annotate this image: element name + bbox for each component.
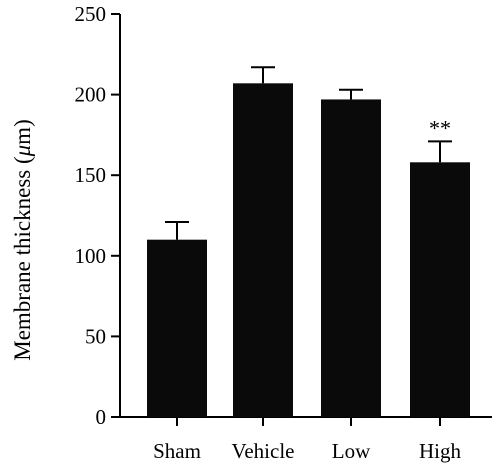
y-tick-label-200: 200 <box>75 83 107 107</box>
y-tick-label-250: 250 <box>75 2 107 26</box>
category-label-low: Low <box>332 439 371 463</box>
labels: 0 50 100 150 200 250 Sham Vehicle Low High ** <box>75 2 462 463</box>
bar-high <box>410 162 470 417</box>
significance-high: ** <box>429 115 451 140</box>
y-axis-label: Membrane thickness (μm) <box>10 119 35 361</box>
category-label-vehicle: Vehicle <box>232 439 295 463</box>
y-tick-label-0: 0 <box>96 405 107 429</box>
bar-sham <box>147 239 207 417</box>
category-label-sham: Sham <box>153 439 201 463</box>
y-tick-label-50: 50 <box>85 324 106 348</box>
bars <box>147 66 470 417</box>
bar-low <box>321 99 381 417</box>
y-tick-label-150: 150 <box>75 163 107 187</box>
category-label-high: High <box>419 439 462 463</box>
bar-vehicle <box>233 83 293 417</box>
y-tick-label-100: 100 <box>75 244 107 268</box>
y-axis-label-prefix: Membrane thickness ( <box>10 156 35 360</box>
y-axis-label-suffix: m) <box>10 119 35 145</box>
y-axis-label-unit: μ <box>10 145 35 158</box>
